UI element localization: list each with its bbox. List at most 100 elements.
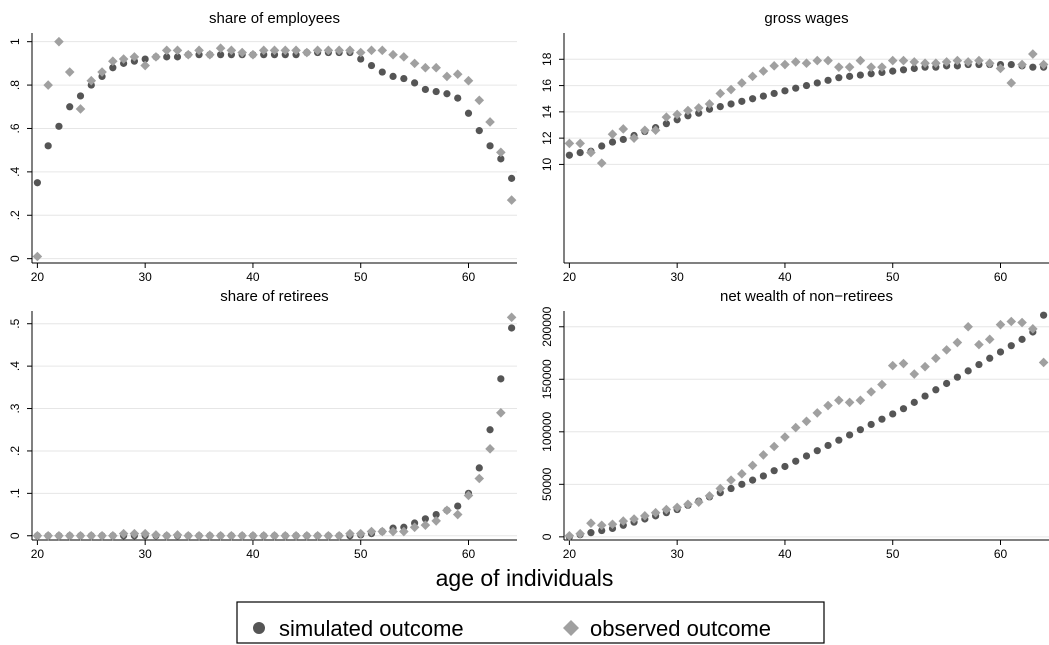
observed-outcome-point bbox=[726, 475, 736, 485]
simulated-outcome-point bbox=[33, 179, 41, 187]
simulated-outcome-point bbox=[953, 62, 961, 70]
observed-outcome-point bbox=[345, 45, 355, 56]
y-tick-label: 10 bbox=[540, 157, 554, 171]
panel-net-wealth-of-non-retirees: net wealth of non−retirees 0 50000 100000 15… bbox=[540, 288, 1049, 561]
y-tick-label: 18 bbox=[540, 52, 554, 66]
y-tick-label: 150000 bbox=[540, 359, 554, 399]
observed-outcome-point bbox=[248, 49, 258, 60]
simulated-outcome-point bbox=[66, 103, 74, 111]
observed-outcome-point bbox=[963, 57, 973, 67]
observed-outcome-point bbox=[32, 251, 43, 262]
observed-outcome-point bbox=[129, 528, 140, 539]
simulated-outcome-point bbox=[889, 67, 897, 75]
simulated-outcome-point bbox=[443, 90, 451, 98]
simulated-outcome-point bbox=[759, 472, 767, 480]
observed-outcome-point bbox=[1038, 59, 1049, 70]
observed-outcome-point bbox=[506, 195, 517, 205]
observed-outcome-point bbox=[248, 530, 258, 541]
observed-outcome-point bbox=[215, 43, 226, 53]
observed-outcome-point bbox=[952, 55, 963, 66]
observed-outcome-point bbox=[984, 334, 995, 345]
y-tick-label: .4 bbox=[8, 361, 22, 371]
simulated-outcome-point bbox=[619, 135, 627, 144]
x-tick-label: 60 bbox=[994, 547, 1008, 561]
simulated-outcome-point bbox=[432, 87, 440, 96]
x-tick-label: 40 bbox=[246, 547, 260, 561]
simulated-outcome-point bbox=[824, 441, 832, 450]
observed-outcome-point bbox=[463, 490, 474, 501]
y-tick-label: 12 bbox=[540, 131, 554, 145]
observed-outcome-point bbox=[302, 530, 312, 541]
simulated-outcome-point bbox=[738, 97, 746, 105]
observed-outcome-point bbox=[399, 526, 409, 537]
observed-outcome-point bbox=[75, 530, 86, 541]
simulated-outcome-point bbox=[802, 81, 811, 90]
simulated-outcome-point bbox=[1018, 335, 1026, 343]
observed-outcome-point bbox=[161, 45, 172, 56]
observed-outcome-point bbox=[683, 105, 693, 116]
simulated-outcome-point bbox=[378, 68, 386, 76]
simulated-outcome-point bbox=[44, 142, 52, 150]
simulated-outcome-point bbox=[76, 92, 85, 100]
observed-outcome-point bbox=[758, 450, 769, 460]
panel-title: share of employees bbox=[209, 10, 340, 27]
observed-outcome-point bbox=[269, 45, 280, 56]
simulated-outcome-point bbox=[475, 464, 483, 472]
observed-outcome-point bbox=[420, 62, 431, 73]
panel-title: net wealth of non−retirees bbox=[720, 288, 893, 305]
simulated-outcome-point bbox=[899, 405, 908, 413]
y-tick-label: .4 bbox=[8, 167, 22, 177]
observed-outcome-point bbox=[941, 57, 952, 67]
observed-outcome-point bbox=[54, 530, 64, 541]
observed-outcome-point bbox=[575, 528, 585, 539]
simulated-outcome-point bbox=[996, 348, 1005, 356]
legend-simulated-marker bbox=[253, 622, 265, 634]
observed-outcome-point bbox=[747, 71, 758, 82]
y-tick-label: .3 bbox=[8, 403, 22, 413]
legend-box bbox=[236, 601, 825, 644]
observed-outcome-point bbox=[747, 460, 758, 471]
observed-outcome-point bbox=[345, 528, 355, 539]
simulated-outcome-point bbox=[738, 480, 746, 488]
observed-outcome-point bbox=[43, 530, 53, 541]
y-tick-label: 0 bbox=[8, 255, 22, 262]
simulated-outcome-point bbox=[792, 84, 800, 92]
observed-outcome-point bbox=[866, 387, 876, 397]
observed-outcome-point bbox=[823, 400, 833, 411]
observed-outcome-point bbox=[650, 125, 661, 136]
observed-outcome-point bbox=[43, 80, 53, 90]
x-tick-label: 40 bbox=[778, 547, 792, 561]
x-tick-label: 40 bbox=[246, 270, 260, 284]
legend-observed-marker bbox=[563, 620, 579, 636]
observed-outcome-point bbox=[607, 129, 618, 139]
observed-outcome-point bbox=[463, 75, 474, 86]
simulated-outcome-point bbox=[565, 151, 573, 159]
simulated-outcome-point bbox=[508, 174, 516, 182]
observed-outcome-point bbox=[269, 530, 280, 541]
observed-outcome-point bbox=[974, 339, 984, 350]
observed-outcome-point bbox=[823, 55, 833, 66]
x-tick-label: 50 bbox=[886, 270, 900, 284]
x-tick-label: 50 bbox=[354, 547, 368, 561]
observed-outcome-point bbox=[366, 526, 377, 537]
observed-outcome-point bbox=[485, 117, 495, 127]
observed-outcome-point bbox=[97, 530, 107, 541]
observed-outcome-point bbox=[108, 530, 118, 541]
observed-outcome-point bbox=[618, 124, 629, 134]
simulated-outcome-point bbox=[475, 127, 483, 135]
observed-outcome-point bbox=[54, 36, 64, 47]
simulated-outcome-point bbox=[141, 55, 149, 63]
observed-outcome-point bbox=[280, 45, 291, 56]
simulated-outcome-point bbox=[910, 64, 918, 73]
simulated-outcome-point bbox=[770, 467, 778, 475]
observed-outcome-point bbox=[323, 530, 334, 541]
observed-outcome-point bbox=[64, 530, 75, 541]
observed-outcome-point bbox=[172, 530, 183, 540]
observed-outcome-point bbox=[215, 530, 226, 541]
observed-outcome-point bbox=[1006, 316, 1017, 327]
observed-outcome-point bbox=[834, 62, 844, 72]
observed-outcome-point bbox=[129, 52, 140, 62]
simulated-outcome-point bbox=[1040, 311, 1048, 319]
observed-outcome-point bbox=[194, 530, 204, 541]
simulated-outcome-point bbox=[770, 89, 778, 98]
